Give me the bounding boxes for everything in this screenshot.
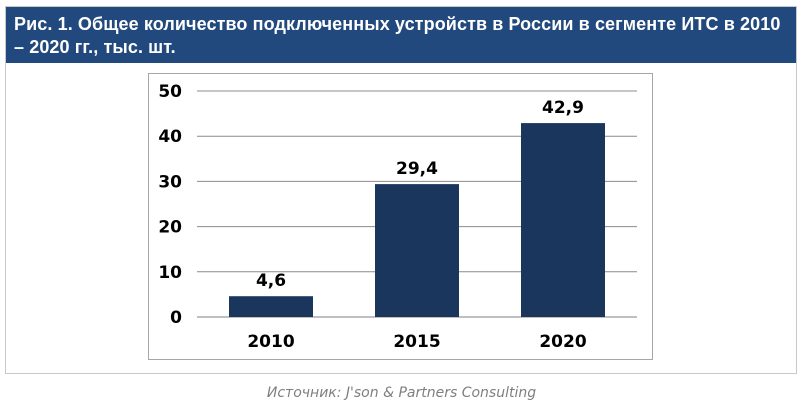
data-label: 42,9 (542, 98, 584, 118)
chart-frame (148, 73, 653, 360)
bar-2020 (521, 123, 605, 317)
data-label: 29,4 (396, 159, 438, 179)
y-tick-label: 40 (158, 127, 182, 147)
bar-2010 (229, 296, 313, 317)
figure-title: Рис. 1. Общее количество подключенных ус… (6, 7, 796, 63)
x-tick-label: 2010 (247, 332, 294, 352)
y-tick-label: 0 (170, 308, 182, 328)
x-tick-label: 2020 (539, 332, 586, 352)
y-tick-label: 10 (158, 263, 182, 283)
y-tick-label: 20 (158, 218, 182, 238)
bar-2015 (375, 184, 459, 317)
y-tick-label: 30 (158, 172, 182, 192)
y-tick-label: 50 (158, 82, 182, 102)
data-label: 4,6 (256, 271, 286, 291)
source-note: Источник: J'son & Partners Consulting (266, 385, 537, 401)
x-tick-label: 2015 (393, 332, 440, 352)
